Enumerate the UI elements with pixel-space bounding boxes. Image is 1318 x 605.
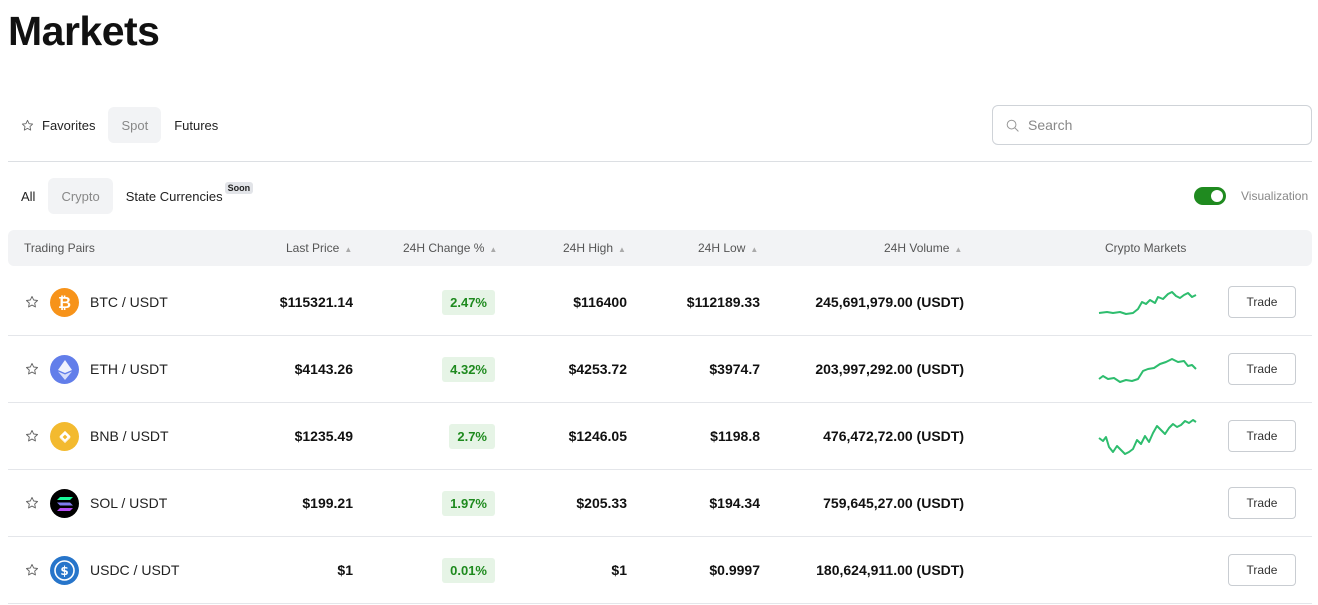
last-price: $1235.49	[294, 428, 353, 444]
pair-name: BNB / USDT	[90, 428, 169, 444]
usdc-icon: $	[50, 556, 79, 585]
col-crypto-markets: Crypto Markets	[1105, 241, 1187, 255]
change-badge: 1.97%	[442, 490, 495, 516]
tab-favorites[interactable]: Favorites	[8, 107, 108, 143]
sparkline-chart	[1098, 358, 1197, 383]
trade-button[interactable]: Trade	[1228, 286, 1296, 318]
sparkline-line	[1098, 291, 1197, 315]
table-row: ₿ BTC / USDT $115321.14 2.47% $116400 $1…	[8, 269, 1312, 336]
tab-all-label: All	[21, 188, 36, 204]
tab-crypto-label: Crypto	[61, 188, 100, 204]
table-row: ETH / USDT $4143.26 4.32% $4253.72 $3974…	[8, 336, 1312, 403]
category-tabs: All Crypto State Currencies Soon	[8, 178, 266, 214]
col-24h-volume[interactable]: 24H Volume ▲	[884, 241, 962, 255]
sort-arrow-icon: ▲	[489, 245, 498, 254]
favorite-star-icon[interactable]	[25, 295, 39, 309]
sort-arrow-icon: ▲	[750, 245, 759, 254]
tab-spot[interactable]: Spot	[108, 107, 162, 143]
volume: 476,472,72.00 (USDT)	[823, 428, 964, 444]
search-input[interactable]	[1028, 117, 1288, 133]
col-24h-low-label: 24H Low	[698, 241, 746, 255]
volume: 180,624,911.00 (USDT)	[816, 562, 964, 578]
trade-button[interactable]: Trade	[1228, 353, 1296, 385]
col-24h-volume-label: 24H Volume	[884, 241, 950, 255]
high-price: $1246.05	[568, 428, 627, 444]
trade-button[interactable]: Trade	[1228, 420, 1296, 452]
tab-futures[interactable]: Futures	[161, 107, 231, 143]
low-price: $3974.7	[709, 361, 760, 377]
table-row: BNB / USDT $1235.49 2.7% $1246.05 $1198.…	[8, 403, 1312, 470]
tab-crypto[interactable]: Crypto	[48, 178, 113, 214]
sparkline-chart	[1098, 419, 1197, 455]
trade-button[interactable]: Trade	[1228, 554, 1296, 586]
high-price: $205.33	[576, 495, 627, 511]
volume: 245,691,979.00 (USDT)	[815, 294, 964, 310]
high-price: $4253.72	[568, 361, 627, 377]
last-price: $4143.26	[294, 361, 353, 377]
low-price: $0.9997	[709, 562, 760, 578]
high-price: $116400	[573, 294, 627, 310]
sort-arrow-icon: ▲	[618, 245, 626, 254]
pair-name: ETH / USDT	[90, 361, 168, 377]
favorite-star-icon[interactable]	[25, 362, 39, 376]
change-badge: 4.32%	[442, 356, 495, 382]
svg-text:$: $	[60, 564, 68, 578]
table-header: Trading Pairs Last Price ▲ 24H Change % ▲ …	[8, 230, 1312, 266]
change-badge: 2.47%	[442, 289, 495, 315]
divider	[8, 161, 1312, 162]
change-badge: 2.7%	[449, 423, 495, 449]
change-badge: 0.01%	[442, 557, 495, 583]
star-icon	[21, 119, 34, 131]
col-24h-change[interactable]: 24H Change % ▲	[403, 241, 497, 255]
sort-arrow-icon: ▲	[954, 245, 963, 254]
visualization-label: Visualization	[1241, 189, 1309, 203]
search-box[interactable]	[992, 105, 1312, 145]
sparkline-line	[1098, 419, 1197, 455]
solana-icon	[50, 489, 79, 518]
high-price: $1	[611, 562, 627, 578]
page-title: Markets	[8, 8, 160, 54]
tab-all[interactable]: All	[8, 178, 48, 214]
last-price: $115321.14	[279, 294, 353, 310]
col-last-price[interactable]: Last Price ▲	[286, 241, 352, 255]
visualization-toggle[interactable]	[1194, 187, 1226, 205]
volume: 203,997,292.00 (USDT)	[815, 361, 964, 377]
bnb-icon	[50, 422, 79, 451]
volume: 759,645,27.00 (USDT)	[823, 495, 964, 511]
low-price: $194.34	[709, 495, 760, 511]
table-row: SOL / USDT $199.21 1.97% $205.33 $194.34…	[8, 470, 1312, 537]
pair-name: USDC / USDT	[90, 562, 180, 578]
tab-state-currencies[interactable]: State Currencies Soon	[113, 178, 266, 214]
sort-arrow-icon: ▲	[344, 245, 353, 254]
last-price: $199.21	[302, 495, 353, 511]
col-24h-high[interactable]: 24H High ▲	[563, 241, 626, 255]
pair-name: BTC / USDT	[90, 294, 168, 310]
tab-spot-label: Spot	[121, 117, 149, 133]
ethereum-icon	[50, 355, 79, 384]
tab-futures-label: Futures	[174, 117, 219, 133]
col-trading-pairs: Trading Pairs	[24, 241, 95, 255]
low-price: $112189.33	[686, 294, 760, 310]
sparkline-chart	[1098, 291, 1197, 315]
soon-badge: Soon	[224, 182, 254, 194]
last-price: $1	[337, 562, 353, 578]
tab-state-currencies-label: State Currencies	[125, 188, 223, 204]
bitcoin-icon: ₿	[50, 288, 79, 317]
col-24h-low[interactable]: 24H Low ▲	[698, 241, 758, 255]
sparkline-line	[1098, 358, 1197, 383]
pair-name: SOL / USDT	[90, 495, 168, 511]
col-24h-high-label: 24H High	[563, 241, 614, 255]
trade-button[interactable]: Trade	[1228, 487, 1296, 519]
col-last-price-label: Last Price	[286, 241, 340, 255]
market-tabs: Favorites Spot Futures	[8, 107, 231, 143]
search-icon	[1006, 119, 1019, 132]
favorite-star-icon[interactable]	[25, 496, 39, 510]
col-24h-change-label: 24H Change %	[403, 241, 485, 255]
favorite-star-icon[interactable]	[25, 429, 39, 443]
table-row: $ USDC / USDT $1 0.01% $1 $0.9997 180,62…	[8, 537, 1312, 604]
favorite-star-icon[interactable]	[25, 563, 39, 577]
tab-favorites-label: Favorites	[42, 117, 96, 133]
low-price: $1198.8	[710, 428, 760, 444]
